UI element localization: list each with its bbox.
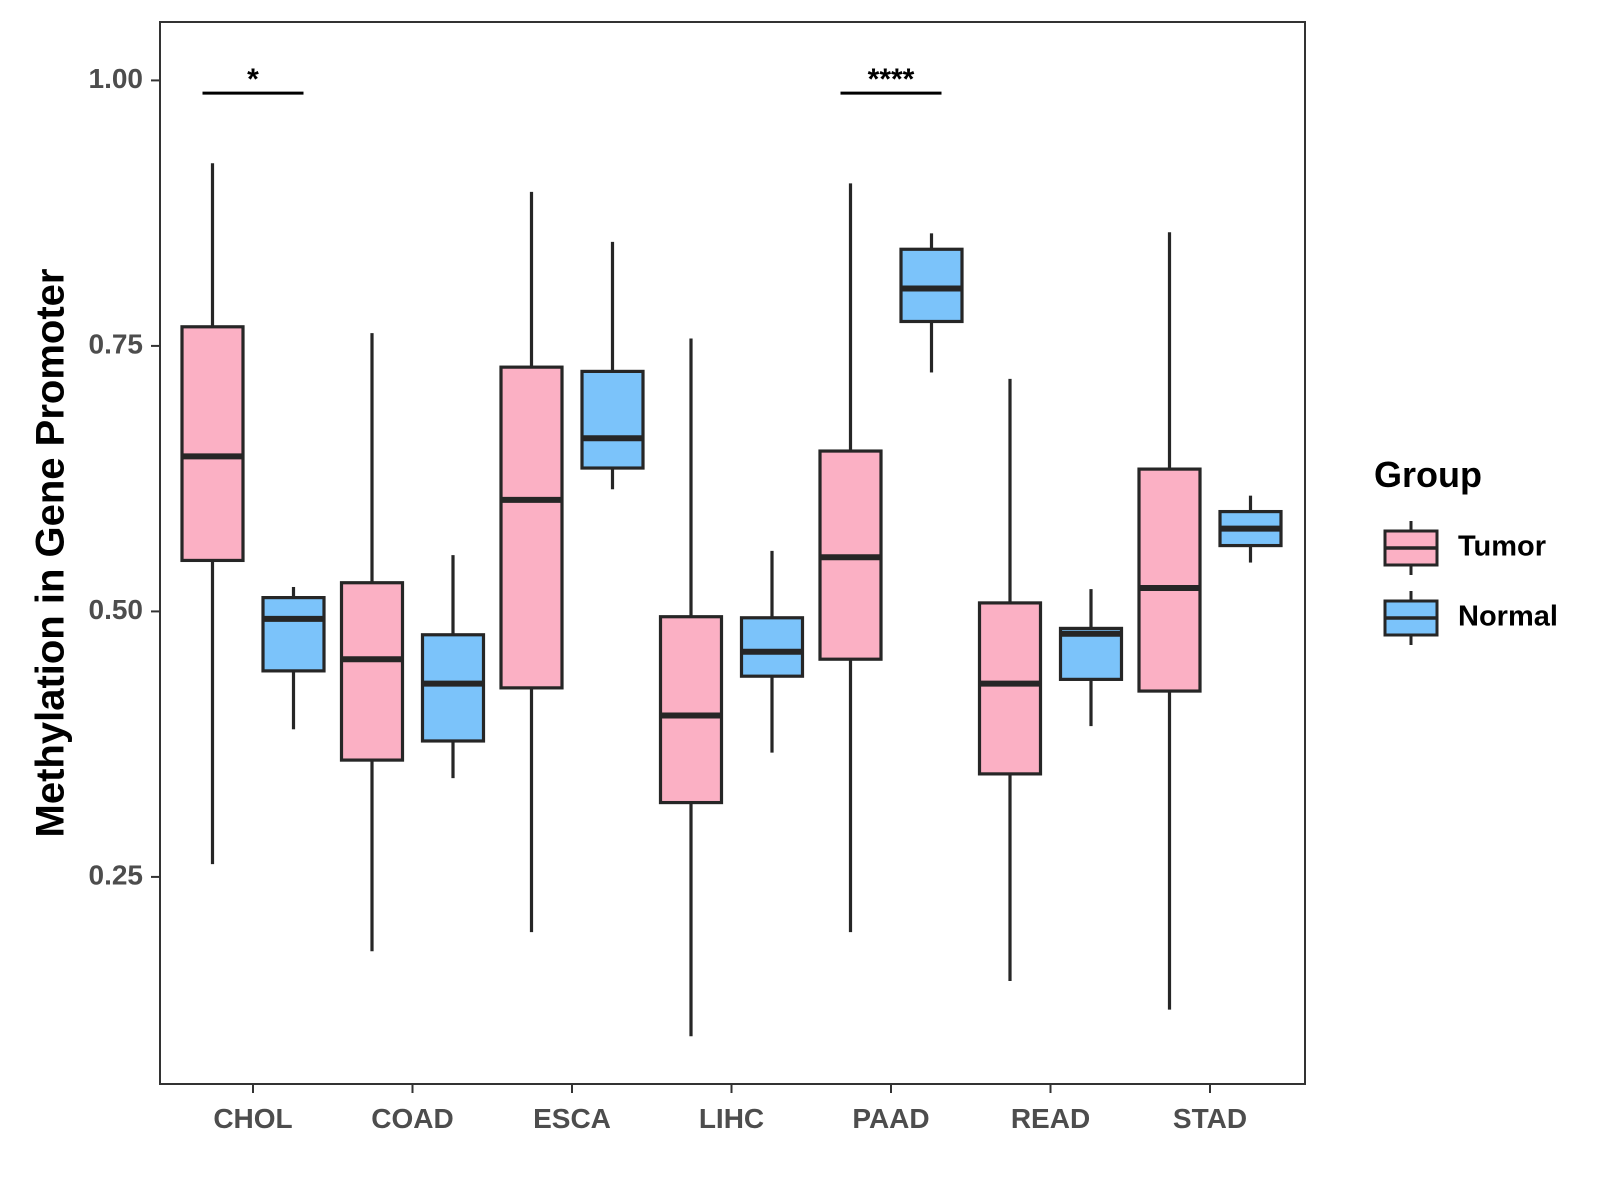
tumor-box-esca bbox=[499, 191, 564, 933]
box-iqr bbox=[180, 325, 245, 563]
normal-box-read bbox=[1058, 589, 1124, 727]
tumor-box-coad bbox=[339, 333, 405, 952]
tumor-box-stad bbox=[1137, 232, 1202, 1010]
x-tick-label: LIHC bbox=[699, 1103, 764, 1134]
box-iqr bbox=[899, 247, 964, 324]
y-tick-label: 0.25 bbox=[89, 859, 144, 890]
legend-label: Tumor bbox=[1458, 531, 1546, 563]
box-groups bbox=[180, 163, 1283, 1037]
normal-box-esca bbox=[580, 241, 645, 490]
normal-box-coad bbox=[420, 555, 486, 779]
tumor-box-chol bbox=[180, 163, 245, 865]
significance-label: **** bbox=[868, 63, 915, 96]
x-tick-label: READ bbox=[1011, 1103, 1090, 1134]
plot-panel bbox=[159, 21, 1306, 1085]
box-iqr bbox=[1137, 467, 1202, 693]
x-tick-label: CHOL bbox=[213, 1103, 292, 1134]
box-iqr bbox=[580, 369, 645, 470]
legend-item-normal: Normal bbox=[1383, 591, 1558, 645]
normal-box-chol bbox=[261, 586, 326, 730]
box-iqr bbox=[499, 365, 564, 690]
box-iqr bbox=[420, 633, 486, 743]
x-tick-label: ESCA bbox=[533, 1103, 611, 1134]
x-axis: CHOL COAD ESCA LIHC PAAD READ STAD bbox=[213, 1084, 1247, 1134]
box-iqr bbox=[739, 616, 805, 678]
box-iqr bbox=[1058, 626, 1124, 681]
x-tick-label: COAD bbox=[371, 1103, 453, 1134]
box-iqr bbox=[658, 615, 724, 805]
legend-item-tumor: Tumor bbox=[1383, 521, 1546, 575]
legend-label: Normal bbox=[1458, 601, 1558, 633]
box-iqr bbox=[977, 601, 1043, 776]
normal-box-lihc bbox=[739, 550, 805, 753]
box-iqr bbox=[261, 596, 326, 673]
x-tick-label: STAD bbox=[1173, 1103, 1247, 1134]
tumor-box-lihc bbox=[658, 338, 724, 1037]
tumor-box-read bbox=[977, 378, 1043, 981]
y-axis: 0.25 0.50 0.75 1.00 bbox=[89, 63, 160, 890]
y-tick-label: 0.50 bbox=[89, 594, 144, 625]
y-tick-label: 1.00 bbox=[89, 63, 144, 94]
tumor-box-paad bbox=[818, 183, 883, 933]
legend: Group Tumor Normal bbox=[1374, 454, 1558, 645]
y-axis-title: Methylation in Gene Promoter bbox=[29, 269, 73, 838]
box-iqr bbox=[339, 581, 405, 762]
significance-label: * bbox=[247, 63, 259, 96]
x-tick-label: PAAD bbox=[852, 1103, 929, 1134]
significance-annotations: * **** bbox=[202, 63, 942, 96]
normal-box-stad bbox=[1218, 495, 1283, 563]
legend-title: Group bbox=[1374, 454, 1482, 495]
normal-box-paad bbox=[899, 233, 964, 373]
y-tick-label: 0.75 bbox=[89, 328, 144, 359]
